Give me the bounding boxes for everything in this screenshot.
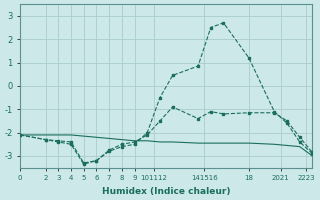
X-axis label: Humidex (Indice chaleur): Humidex (Indice chaleur) — [102, 187, 230, 196]
